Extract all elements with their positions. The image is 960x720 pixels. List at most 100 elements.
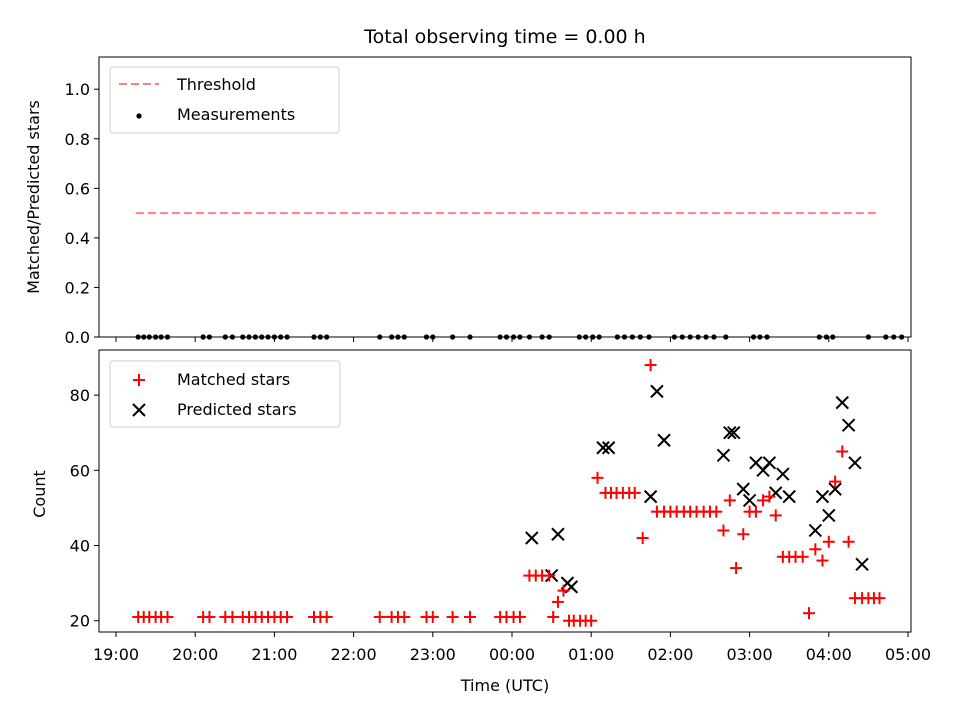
- predicted-star-point: [727, 426, 741, 440]
- matched-star-point: [723, 494, 736, 507]
- top-y-tick-label: 0.2: [65, 278, 90, 297]
- predicted-star-point: [657, 433, 671, 447]
- matched-star-point: [842, 535, 855, 548]
- matched-star-point: [757, 494, 770, 507]
- matched-star-point: [464, 610, 477, 623]
- x-tick-label: 20:00: [172, 645, 218, 664]
- x-tick-label: 05:00: [885, 645, 931, 664]
- matched-star-point: [226, 610, 239, 623]
- bottom-plot-area: 20 40 60 80 19:00 20:00 21:00 22:00 23:00 00:00 01…: [70, 349, 931, 664]
- top-y-tick-label: 0.8: [65, 130, 90, 149]
- matched-star-point: [591, 471, 604, 484]
- x-tick-label: 04:00: [806, 645, 852, 664]
- x-tick-label: 00:00: [489, 645, 535, 664]
- top-y-axis-label: Matched/Predicted stars: [24, 100, 43, 294]
- matched-star-point: [829, 475, 842, 488]
- top-y-tick-label: 0.6: [65, 179, 90, 198]
- matched-star-point: [281, 610, 294, 623]
- legend-threshold-label: Threshold: [176, 75, 256, 94]
- bottom-y-tick-label: 40: [70, 537, 90, 556]
- predicted-star-point: [650, 384, 664, 399]
- bottom-legend-box: [109, 360, 341, 428]
- matched-star-point: [543, 569, 556, 582]
- matched-star-point: [809, 543, 822, 556]
- matched-star-point: [796, 550, 809, 563]
- legend-matched-label: Matched stars: [177, 370, 290, 389]
- legend-predicted-swatch: [132, 403, 146, 417]
- top-y-tick-label: 1.0: [65, 80, 90, 99]
- matched-star-point: [585, 614, 598, 627]
- predicted-star-point: [835, 395, 849, 410]
- predicted-star-point: [551, 527, 565, 541]
- top-legend: Threshold Measurements: [109, 66, 340, 134]
- top-plot-area: 0.0 0.2 0.4 0.6 0.8 1.0 Threshold Measurements: [65, 56, 912, 347]
- top-y-tick-label: 0.4: [65, 229, 90, 248]
- matched-star-point: [373, 610, 386, 623]
- legend-matched-swatch: [133, 374, 145, 386]
- bottom-plot-frame: [98, 349, 912, 633]
- predicted-star-point: [841, 418, 856, 432]
- bottom-y-tick-label: 60: [70, 461, 90, 480]
- predicted-star-point: [762, 456, 777, 470]
- predicted-star-point: [855, 557, 869, 572]
- matched-star-point: [557, 584, 570, 597]
- x-tick-label: 19:00: [93, 645, 139, 664]
- matched-star-point: [551, 595, 564, 608]
- matched-star-point: [513, 610, 526, 623]
- x-tick-label: 21:00: [251, 645, 297, 664]
- predicted-star-point: [808, 523, 823, 538]
- matched-star-point: [636, 532, 649, 544]
- bottom-y-tick-label: 20: [70, 612, 90, 631]
- legend-predicted-label: Predicted stars: [177, 400, 297, 419]
- x-tick-label: 02:00: [647, 645, 693, 664]
- top-legend-box: [109, 66, 340, 134]
- x-tick-label: 23:00: [410, 645, 456, 664]
- predicted-star-point: [742, 493, 757, 508]
- matched-star-point: [822, 535, 835, 548]
- matched-star-point: [628, 486, 641, 499]
- top-plot-frame: [98, 56, 912, 338]
- bottom-y-axis-label: Count: [30, 470, 49, 518]
- matched-star-point: [749, 505, 762, 518]
- matched-star-point: [717, 524, 730, 537]
- matched-star-point: [737, 528, 750, 541]
- matched-star-point: [803, 607, 815, 620]
- matched-star-point: [161, 610, 174, 623]
- predicted-star-point: [596, 441, 610, 455]
- matched-star-point: [644, 359, 657, 372]
- matched-star-point: [836, 445, 849, 458]
- matched-star-point: [203, 610, 216, 623]
- matched-star-point: [763, 490, 776, 503]
- matched-star-point: [873, 592, 886, 605]
- matched-star-point: [816, 554, 829, 567]
- predicted-star-point: [525, 531, 539, 545]
- matched-star-point: [547, 610, 560, 623]
- bottom-legend: Matched stars Predicted stars: [109, 360, 341, 428]
- predicted-star-point: [723, 426, 737, 440]
- predicted-star-point: [716, 448, 731, 462]
- x-axis-label: Time (UTC): [460, 676, 549, 695]
- predicted-star-point: [822, 508, 836, 523]
- predicted-star-point: [848, 456, 862, 470]
- x-tick-label: 03:00: [727, 645, 773, 664]
- predicted-star-point: [601, 441, 616, 455]
- predicted-star-point: [782, 489, 796, 504]
- matched-star-point: [730, 562, 743, 575]
- matched-star-point: [320, 610, 333, 623]
- legend-measurements-label: Measurements: [177, 105, 295, 124]
- matched-star-point: [446, 610, 459, 623]
- chart-title: Total observing time = 0.00 h: [363, 26, 645, 48]
- matched-star-point: [398, 610, 411, 623]
- x-tick-label: 22:00: [331, 645, 377, 664]
- predicted-star-point: [736, 482, 750, 496]
- predicted-star-point: [776, 467, 790, 481]
- matched-star-point: [769, 509, 782, 522]
- top-y-tick-label: 0.0: [65, 328, 90, 347]
- matched-star-point: [426, 610, 439, 623]
- x-tick-label: 01:00: [568, 645, 614, 664]
- predicted-star-point: [828, 482, 842, 496]
- bottom-y-tick-label: 80: [70, 386, 90, 405]
- predicted-star-point: [815, 489, 830, 504]
- matched-star-point: [710, 505, 723, 518]
